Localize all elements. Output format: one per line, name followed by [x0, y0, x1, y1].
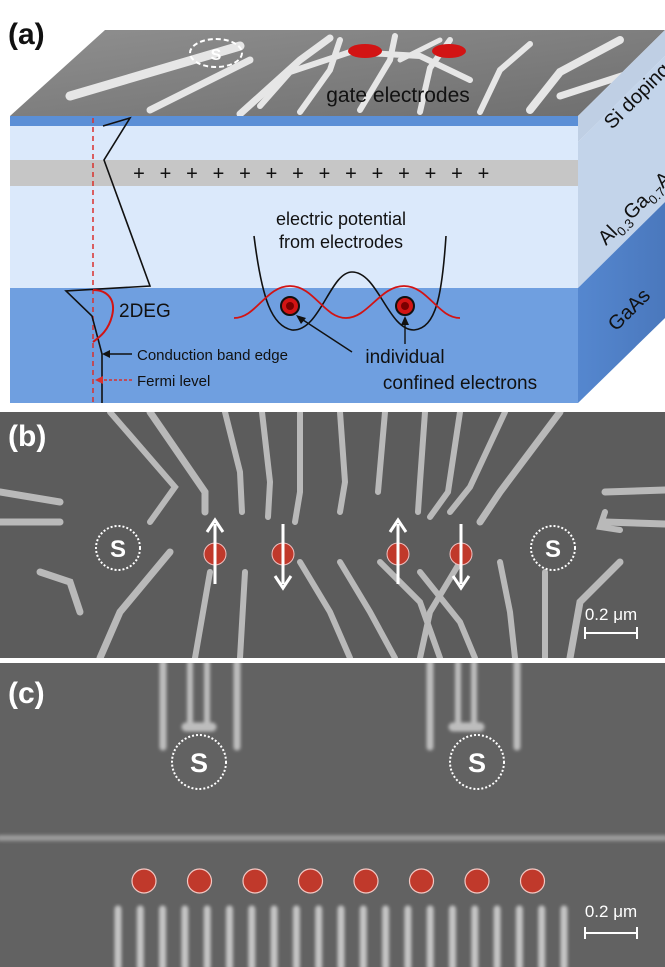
positive-charges-row: + + + + + + + + + + + + + +: [133, 163, 489, 185]
positive-charge: +: [425, 163, 437, 185]
positive-charge: +: [160, 163, 172, 185]
panel-c-label: (c): [8, 677, 45, 710]
positive-charge: +: [292, 163, 304, 185]
spin-electron-down: [271, 524, 295, 591]
quantum-dot-array: [131, 868, 546, 894]
panel-b: S S 0.2 μm (b): [0, 412, 665, 658]
quantum-dot-electron: [297, 868, 324, 894]
algaas-layer: [10, 186, 578, 288]
spin-qubits: [203, 517, 473, 591]
positive-charge: +: [345, 163, 357, 185]
positive-charge: +: [398, 163, 410, 185]
conduction-band-edge: [64, 116, 152, 403]
quantum-dot-electron: [131, 868, 157, 894]
positive-charge: +: [319, 163, 331, 185]
sensor-circle-top: [189, 38, 243, 68]
positive-charge: +: [451, 163, 463, 185]
positive-charge: +: [266, 163, 278, 185]
sensor-symbol-right: S: [468, 748, 486, 778]
sensor-symbol-left: S: [110, 536, 126, 563]
positive-charge: +: [239, 163, 251, 185]
spin-electron-up: [203, 517, 227, 584]
positive-charge: +: [213, 163, 225, 185]
sem-image-c: S S 0.2 μm (c): [0, 663, 665, 967]
positive-charge: +: [478, 163, 490, 185]
side-gaas: [578, 202, 665, 403]
plunger-gates-row: [114, 905, 568, 967]
sensor-symbol-left: S: [190, 748, 208, 778]
sensor-symbol-top: S: [211, 47, 222, 64]
quantum-dot-electron: [186, 868, 213, 894]
electron-marker-top: [432, 44, 466, 58]
panel-a: S gate electrodes Si doping Al0.3Ga0.7As…: [0, 0, 665, 406]
sensor-circle-left: [95, 525, 141, 571]
electric-potential-curve: [253, 235, 447, 331]
sensor-symbol-right: S: [545, 536, 561, 563]
scale-bar-label-c: 0.2 μm: [585, 902, 637, 921]
algaas-layer-top: [10, 126, 578, 160]
scale-bar-label-b: 0.2 μm: [585, 605, 637, 624]
side-si-doping: [578, 30, 665, 142]
wavefunction-right: [345, 285, 461, 319]
spin-electron-up: [386, 517, 410, 584]
potential-label-line2: from electrodes: [279, 232, 403, 252]
fermi-level-label: Fermi level: [137, 373, 210, 390]
gate-electrodes-c: [0, 663, 665, 841]
sem-image-b: S S 0.2 μm (b): [0, 412, 665, 658]
quantum-dot-electron: [353, 868, 379, 894]
sensor-circle-right: [530, 525, 576, 571]
sem-background: [0, 663, 665, 967]
si-doping-layer: [10, 116, 578, 126]
panel-b-label: (b): [8, 420, 46, 453]
panel-a-label: (a): [8, 18, 45, 51]
spin-electron-down: [449, 524, 473, 591]
sensor-circle-right: [449, 734, 505, 790]
gate-electrodes-label: gate electrodes: [326, 84, 470, 107]
quantum-dot-electron: [519, 868, 546, 894]
pointer-arrow: [299, 317, 353, 353]
conduction-band-label: Conduction band edge: [137, 347, 288, 364]
2deg-wavefunction: [92, 289, 114, 343]
quantum-dot-electron: [408, 868, 435, 894]
positive-charge: +: [186, 163, 198, 185]
side-algaas: [578, 56, 665, 288]
quantum-dot-electron: [464, 868, 490, 894]
electrons-label-line1: individual: [365, 347, 444, 368]
potential-label-line1: electric potential: [276, 209, 406, 229]
scale-bar-c: [584, 927, 638, 939]
panel-c: S S 0.2 μm (c): [0, 663, 665, 967]
doping-spacer-layer: [10, 160, 578, 186]
positive-charge: +: [372, 163, 384, 185]
positive-charge: +: [133, 163, 145, 185]
scale-bar-b: [584, 627, 638, 639]
electron-marker-top: [348, 44, 382, 58]
gate-electrodes-b: [0, 412, 665, 658]
electrons-label-line2: confined electrons: [383, 373, 537, 394]
quantum-dot-electron: [242, 868, 268, 894]
2deg-label: 2DEG: [119, 301, 171, 322]
heterostructure-diagram: S gate electrodes Si doping Al0.3Ga0.7As…: [8, 6, 665, 403]
sensor-circle-left: [171, 734, 227, 790]
wavefunction-left: [233, 285, 347, 319]
